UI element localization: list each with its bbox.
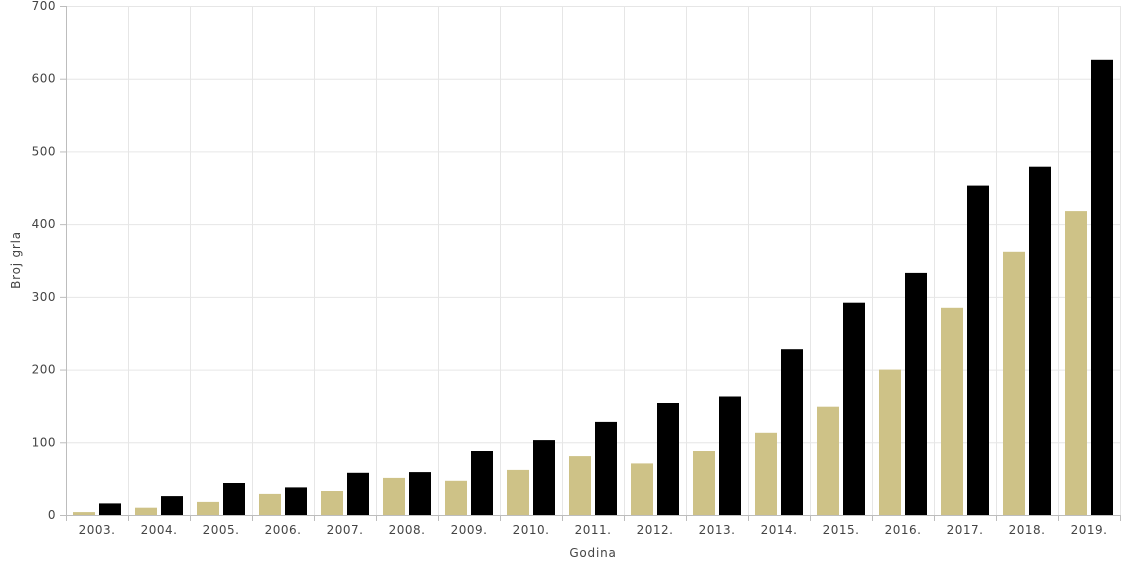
x-tick-label: 2006.	[265, 523, 302, 537]
bar-series-1	[383, 477, 405, 515]
y-tick-label: 100	[32, 435, 56, 449]
y-tick-label: 0	[48, 508, 56, 522]
x-tick-label: 2017.	[947, 523, 984, 537]
y-tick-label: 500	[32, 144, 56, 158]
bar-series-2	[1091, 59, 1113, 516]
y-tick-label: 400	[32, 217, 56, 231]
bar-series-1	[321, 491, 343, 515]
x-tick-label: 2008.	[389, 523, 426, 537]
bar-series-1	[817, 406, 839, 515]
bar-series-2	[1029, 166, 1051, 515]
y-axis-title: Broj grla	[9, 231, 23, 289]
y-tick-label: 700	[32, 0, 56, 13]
y-tick-label: 300	[32, 290, 56, 304]
bars	[73, 59, 1113, 516]
bar-series-2	[471, 451, 493, 515]
x-tick-label: 2013.	[699, 523, 736, 537]
bar-series-2	[161, 496, 183, 515]
x-tick-label: 2012.	[637, 523, 674, 537]
bar-series-1	[259, 493, 281, 515]
bar-series-1	[569, 456, 591, 515]
bar-series-2	[223, 483, 245, 515]
bar-series-2	[657, 403, 679, 515]
x-tick-label: 2010.	[513, 523, 550, 537]
bar-series-1	[755, 432, 777, 515]
x-tick-label: 2003.	[79, 523, 116, 537]
bar-series-1	[693, 451, 715, 515]
bar-series-2	[843, 302, 865, 515]
x-tick-label: 2015.	[823, 523, 860, 537]
x-tick-label: 2014.	[761, 523, 798, 537]
bar-series-1	[73, 512, 95, 515]
bar-series-2	[409, 472, 431, 515]
x-axis-title: Godina	[569, 546, 616, 560]
bar-series-1	[507, 469, 529, 515]
bar-series-1	[135, 507, 157, 515]
x-tick-label: 2011.	[575, 523, 612, 537]
bar-series-2	[719, 396, 741, 515]
bar-series-2	[533, 440, 555, 515]
bar-series-2	[905, 272, 927, 515]
x-tick-label: 2018.	[1009, 523, 1046, 537]
bar-series-1	[445, 480, 467, 515]
bar-series-2	[99, 503, 121, 515]
bar-series-1	[631, 463, 653, 515]
x-tick-label: 2005.	[203, 523, 240, 537]
bar-series-1	[197, 501, 219, 515]
gridlines	[66, 6, 1121, 515]
bar-series-2	[285, 487, 307, 515]
bar-series-2	[347, 472, 369, 515]
x-tick-label: 2004.	[141, 523, 178, 537]
axes	[60, 6, 1121, 521]
x-tick-label: 2016.	[885, 523, 922, 537]
y-tick-label: 600	[32, 72, 56, 86]
bar-series-1	[1065, 211, 1087, 515]
x-tick-label: 2009.	[451, 523, 488, 537]
y-tick-label: 200	[32, 363, 56, 377]
x-tick-label: 2007.	[327, 523, 364, 537]
bar-series-1	[879, 369, 901, 515]
tick-labels: 0 100 200 300 400 500 600 700 2003. 2004. 2005. 200…	[32, 0, 1108, 537]
bar-series-2	[781, 349, 803, 515]
bar-series-1	[941, 307, 963, 515]
x-tick-label: 2019.	[1071, 523, 1108, 537]
bar-series-2	[967, 185, 989, 515]
bar-series-1	[1003, 251, 1025, 516]
bar-series-2	[595, 421, 617, 515]
